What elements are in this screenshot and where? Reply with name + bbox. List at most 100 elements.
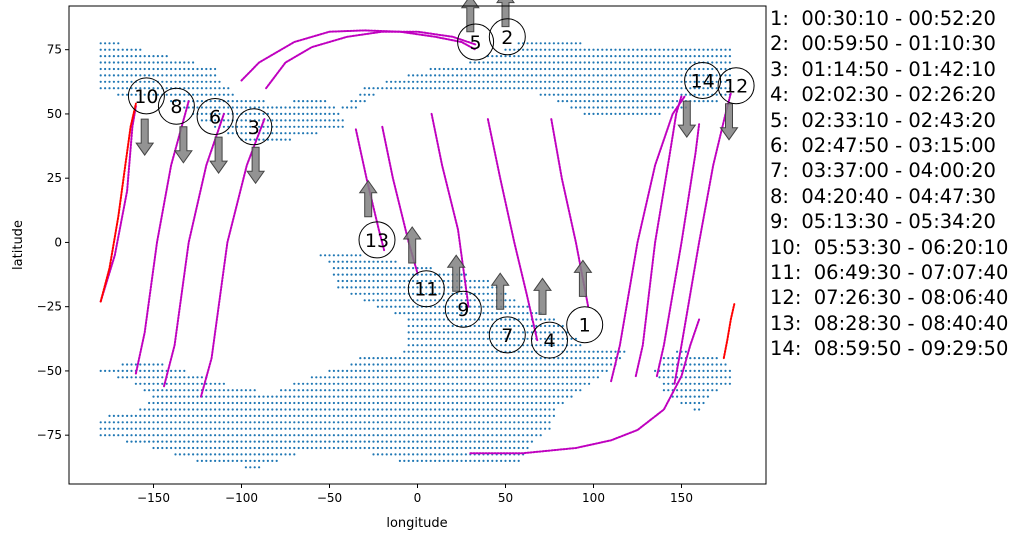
land-point <box>403 87 406 90</box>
land-point <box>526 74 529 77</box>
land-point <box>310 446 313 450</box>
land-point <box>676 61 679 64</box>
land-point <box>187 376 190 379</box>
land-point <box>328 427 331 430</box>
land-point <box>350 363 353 366</box>
land-point <box>126 67 129 71</box>
land-point <box>526 87 529 90</box>
land-point <box>227 427 230 430</box>
land-point <box>486 286 489 289</box>
pass-label-2: 2 <box>501 27 513 49</box>
land-point <box>486 369 489 372</box>
land-point <box>491 376 494 379</box>
land-point <box>640 61 644 64</box>
land-point <box>478 369 481 372</box>
land-point <box>702 67 705 71</box>
land-point <box>156 87 159 90</box>
legend-entry-8: 8: 04:20:40 - 04:47:30 <box>770 184 996 208</box>
land-point <box>460 453 463 456</box>
land-point <box>486 363 489 366</box>
land-point <box>258 408 261 411</box>
land-point <box>592 55 595 58</box>
land-point <box>495 376 498 379</box>
land-point <box>354 100 357 103</box>
land-point <box>104 87 107 90</box>
land-point <box>381 87 384 90</box>
land-point <box>508 446 511 450</box>
land-point <box>416 305 419 308</box>
land-point <box>627 61 630 64</box>
land-point <box>522 395 525 398</box>
land-point <box>614 87 617 90</box>
land-point <box>249 395 252 398</box>
land-point <box>566 376 569 379</box>
land-point <box>183 369 186 372</box>
land-point <box>363 395 366 398</box>
land-point <box>684 61 688 64</box>
land-point <box>667 87 670 90</box>
land-point <box>588 61 591 64</box>
land-point <box>407 267 410 270</box>
land-point <box>500 408 503 411</box>
land-point <box>605 61 608 64</box>
land-point <box>407 273 410 276</box>
land-point <box>539 318 542 321</box>
land-point <box>306 132 309 135</box>
land-point <box>200 80 203 83</box>
land-point <box>359 434 362 437</box>
land-point <box>456 312 459 315</box>
land-point <box>306 389 309 392</box>
land-point <box>680 401 683 405</box>
land-point <box>407 305 410 308</box>
land-point <box>192 376 195 379</box>
land-point <box>500 80 503 83</box>
land-point <box>372 369 375 372</box>
land-point <box>574 357 578 360</box>
land-point <box>442 273 445 276</box>
land-point <box>482 337 485 340</box>
land-point <box>381 357 384 360</box>
land-point <box>434 305 437 308</box>
land-point <box>526 434 529 437</box>
land-point <box>539 382 542 385</box>
land-point <box>460 80 463 83</box>
land-point <box>412 376 415 379</box>
land-point <box>482 389 485 392</box>
land-point <box>183 453 186 456</box>
land-point <box>354 363 357 366</box>
land-point <box>504 67 507 71</box>
land-point <box>420 389 423 392</box>
land-point <box>632 93 635 96</box>
land-point <box>504 357 507 360</box>
land-point <box>605 100 608 103</box>
land-point <box>583 74 586 77</box>
land-point <box>596 80 600 83</box>
land-point <box>724 48 727 51</box>
land-point <box>161 427 164 430</box>
land-point <box>170 434 173 437</box>
land-point <box>205 440 208 443</box>
land-point <box>319 389 322 392</box>
land-point <box>552 363 556 366</box>
land-point <box>592 350 595 353</box>
land-point <box>517 446 520 450</box>
ground-track-14 <box>240 29 477 82</box>
land-point <box>407 427 410 430</box>
land-point <box>381 273 384 276</box>
land-point <box>359 401 362 405</box>
land-point <box>416 453 419 456</box>
land-point <box>442 427 445 430</box>
land-point <box>161 55 164 58</box>
land-point <box>583 350 586 353</box>
land-point <box>601 100 604 103</box>
land-point <box>196 427 199 430</box>
land-point <box>557 42 560 45</box>
land-point <box>508 427 511 430</box>
land-point <box>491 74 494 77</box>
land-point <box>579 67 582 71</box>
land-point <box>464 414 467 417</box>
land-point <box>394 414 397 417</box>
land-point <box>324 446 327 450</box>
land-point <box>530 357 534 360</box>
land-point <box>385 427 388 430</box>
